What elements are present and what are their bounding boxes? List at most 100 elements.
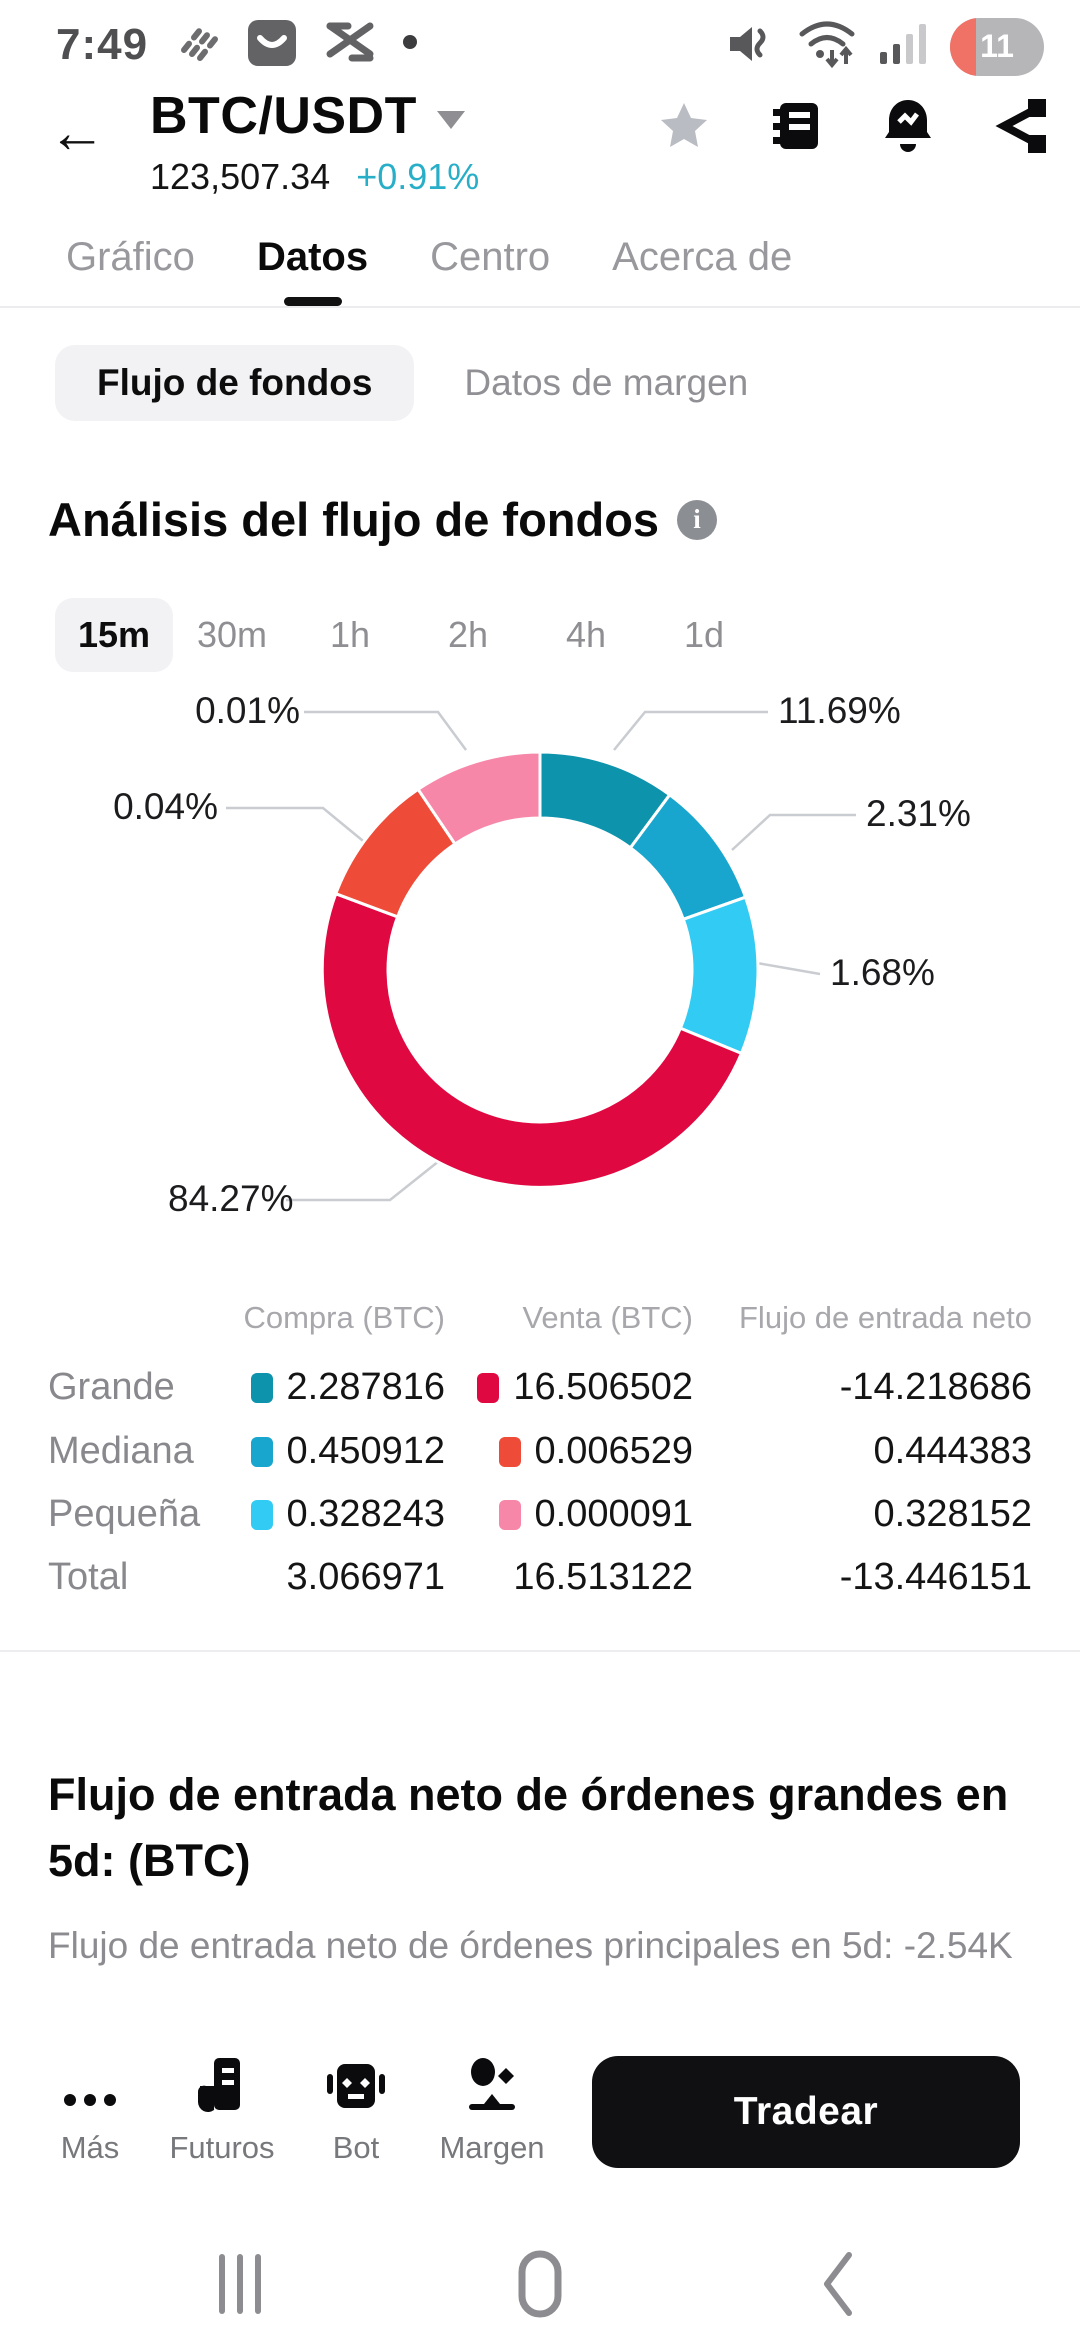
tab-centro[interactable]: Centro bbox=[430, 234, 551, 279]
margin-button[interactable]: Margen bbox=[432, 2050, 552, 2166]
trade-button-label: Tradear bbox=[733, 2090, 879, 2133]
col-header-neto: Flujo de entrada neto bbox=[739, 1300, 1032, 1335]
net-inflow-heading: Flujo de entrada neto de órdenes grandes… bbox=[48, 1769, 1009, 1886]
compra-value: 0.450912 bbox=[286, 1430, 446, 1472]
timeframe-2h[interactable]: 2h bbox=[447, 614, 489, 655]
row-label: Total bbox=[48, 1556, 129, 1598]
trade-button[interactable]: Tradear bbox=[592, 2056, 1020, 2168]
home-button[interactable] bbox=[490, 2244, 590, 2324]
col-header-compra: Compra (BTC) bbox=[243, 1300, 445, 1335]
bottom-action-bar: Más Futuros Bot Margen Tradear bbox=[0, 2050, 1080, 2230]
venta-value: 16.506502 bbox=[513, 1366, 693, 1408]
leader-lines bbox=[226, 710, 856, 1202]
subtab-datos-de-margen[interactable]: Datos de margen bbox=[464, 362, 749, 403]
neto-value: 0.444383 bbox=[873, 1430, 1033, 1472]
notification-hatch-icon bbox=[170, 16, 222, 73]
futures-label: Futuros bbox=[169, 2130, 275, 2165]
more-label: Más bbox=[60, 2130, 120, 2165]
back-nav-button[interactable] bbox=[790, 2244, 890, 2324]
share-icon[interactable] bbox=[990, 96, 1050, 156]
net-inflow-subtext: Flujo de entrada neto de órdenes princip… bbox=[48, 1925, 1013, 1966]
neto-total-value: -13.446151 bbox=[839, 1556, 1032, 1598]
timeframe-4h[interactable]: 4h bbox=[565, 614, 607, 655]
timeframe-30m[interactable]: 30m bbox=[196, 614, 268, 655]
compra-value: 0.328243 bbox=[286, 1493, 446, 1535]
venta-value: 0.006529 bbox=[534, 1430, 694, 1472]
slice-label-compra-pequena: 1.68% bbox=[830, 952, 935, 993]
bot-button[interactable]: Bot bbox=[296, 2050, 416, 2166]
timeframe-selector: 15m 30m 1h 2h 4h 1d bbox=[55, 598, 763, 672]
top-tabs: Gráfico Datos Centro Acerca de bbox=[0, 222, 1080, 308]
slice-label-venta-grande: 84.27% bbox=[168, 1178, 294, 1219]
venta-value: 0.000091 bbox=[534, 1493, 694, 1535]
section-title: Análisis del flujo de fondos bbox=[48, 493, 660, 546]
compra-pequena-chip bbox=[250, 1499, 273, 1530]
neto-value: 0.328152 bbox=[873, 1493, 1033, 1535]
battery-indicator: 11 bbox=[950, 17, 1044, 76]
table-row-mediana: Mediana 0.450912 0.006529 0.444383 bbox=[0, 1430, 1080, 1480]
table-row-pequena: Pequeña 0.328243 0.000091 0.328152 bbox=[0, 1493, 1080, 1543]
compra-value: 2.287816 bbox=[286, 1366, 446, 1408]
wifi-icon bbox=[794, 16, 860, 77]
header: ← BTC/USDT 123,507.34 +0.91% bbox=[0, 80, 1080, 215]
price-change: +0.91% bbox=[356, 156, 480, 197]
robot-icon bbox=[296, 2050, 416, 2116]
tab-grafico[interactable]: Gráfico bbox=[66, 234, 195, 279]
timeframe-1d[interactable]: 1d bbox=[683, 614, 725, 655]
favorite-star-icon[interactable] bbox=[654, 96, 714, 156]
subtabs: Flujo de fondos Datos de margen bbox=[55, 345, 748, 421]
bot-label: Bot bbox=[332, 2130, 380, 2165]
tab-acerca-de[interactable]: Acerca de bbox=[612, 234, 793, 279]
capcut-notification-icon bbox=[322, 14, 378, 75]
slice-label-compra-grande: 11.69% bbox=[778, 690, 901, 731]
orderbook-icon[interactable] bbox=[766, 96, 826, 156]
table-row-grande: Grande 2.287816 16.506502 -14.218686 bbox=[0, 1366, 1080, 1416]
donut-slice-compra-pequeña bbox=[678, 895, 760, 1056]
tab-datos-label: Datos bbox=[256, 234, 369, 279]
pair-selector[interactable]: BTC/USDT bbox=[150, 86, 465, 146]
futures-button[interactable]: Futuros bbox=[162, 2050, 282, 2166]
timeframe-15m[interactable]: 15m bbox=[55, 598, 173, 672]
row-label: Pequeña bbox=[48, 1493, 201, 1535]
row-label: Mediana bbox=[48, 1430, 194, 1472]
tab-datos[interactable]: Datos bbox=[256, 234, 369, 306]
pair-title: BTC/USDT bbox=[150, 87, 417, 145]
subtab-flujo-de-fondos[interactable]: Flujo de fondos bbox=[55, 345, 415, 421]
more-button[interactable]: Más bbox=[30, 2050, 150, 2166]
slice-label-compra-mediana: 2.31% bbox=[866, 793, 971, 834]
venta-grande-chip bbox=[477, 1372, 500, 1403]
margin-label: Margen bbox=[439, 2130, 545, 2165]
table-row-total: Total 3.066971 16.513122 -13.446151 bbox=[0, 1556, 1080, 1606]
fund-flow-donut-chart: 0.01% 11.69% 0.04% 2.31% 1.68% 84.27% bbox=[0, 690, 1080, 1250]
price-alert-bell-icon[interactable] bbox=[878, 96, 938, 156]
donut-svg bbox=[226, 710, 856, 1202]
recents-button[interactable] bbox=[190, 2244, 290, 2324]
last-price: 123,507.34 bbox=[150, 156, 331, 197]
active-tab-indicator bbox=[283, 296, 342, 306]
venta-pequena-chip bbox=[498, 1499, 521, 1530]
neto-value: -14.218686 bbox=[839, 1366, 1032, 1408]
venta-mediana-chip bbox=[498, 1436, 521, 1467]
venta-total-value: 16.513122 bbox=[513, 1556, 693, 1598]
col-header-venta: Venta (BTC) bbox=[522, 1300, 693, 1335]
slice-label-venta-mediana: 0.04% bbox=[113, 786, 218, 827]
timeframe-1h[interactable]: 1h bbox=[329, 614, 371, 655]
more-dots-icon bbox=[30, 2050, 150, 2116]
compra-mediana-chip bbox=[250, 1436, 273, 1467]
slice-label-venta-pequena: 0.01% bbox=[195, 690, 300, 731]
mute-vibrate-icon bbox=[724, 17, 778, 76]
info-icon[interactable]: i bbox=[677, 499, 718, 540]
section-divider bbox=[0, 1650, 1080, 1652]
futures-doc-icon bbox=[162, 2050, 282, 2116]
compra-grande-chip bbox=[250, 1372, 273, 1403]
compra-total-value: 3.066971 bbox=[286, 1556, 446, 1598]
notification-dot-icon bbox=[400, 32, 420, 57]
donut-slice-venta-pequeña bbox=[416, 750, 542, 847]
back-button[interactable]: ← bbox=[48, 100, 106, 165]
clock: 7:49 bbox=[56, 19, 149, 69]
battery-percent: 11 bbox=[980, 28, 1014, 64]
signal-icon bbox=[876, 16, 934, 77]
shop-app-notification-icon bbox=[244, 14, 300, 75]
row-label: Grande bbox=[48, 1366, 175, 1408]
